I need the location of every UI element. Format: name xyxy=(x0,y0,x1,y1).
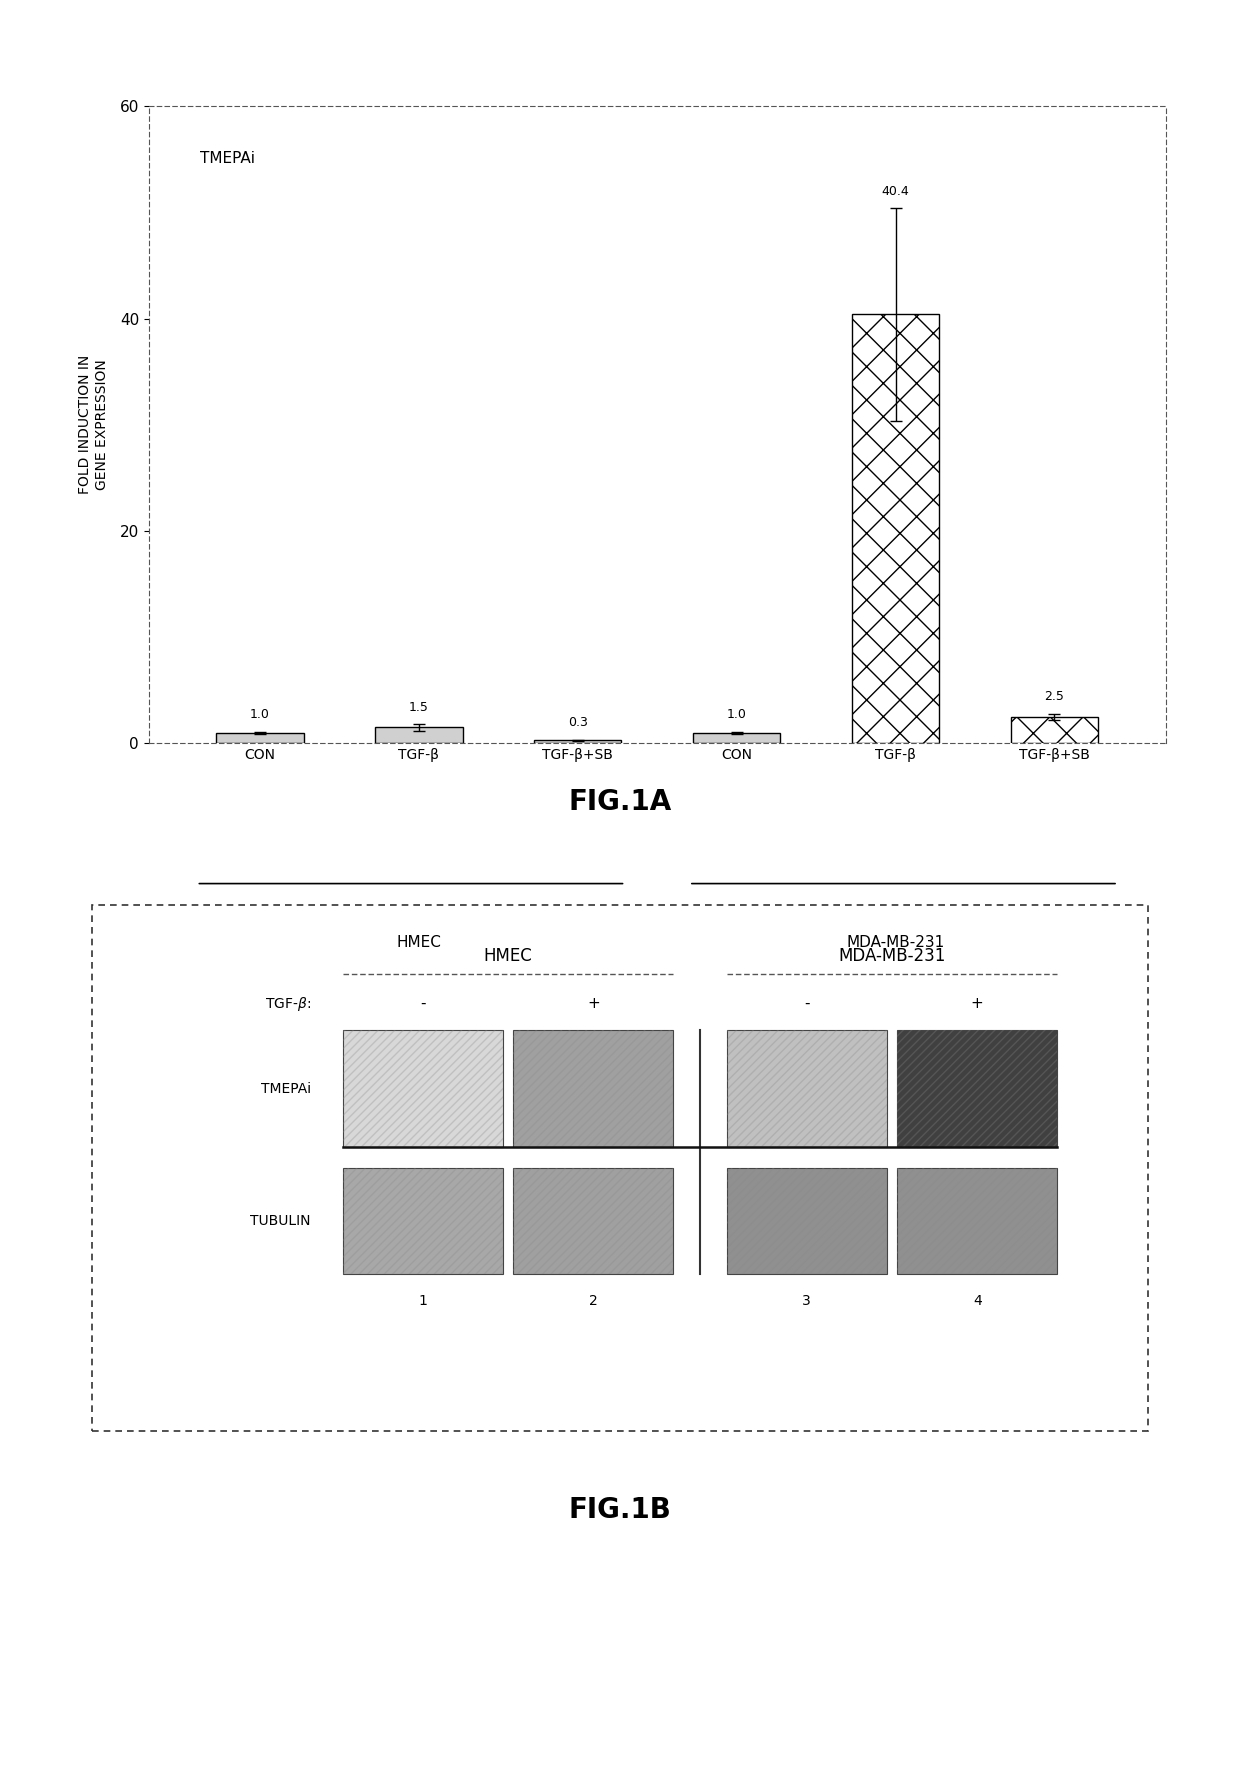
Text: 40.4: 40.4 xyxy=(882,184,909,198)
Bar xyxy=(852,315,939,743)
Text: 1.0: 1.0 xyxy=(727,708,746,720)
Bar xyxy=(898,1168,1058,1274)
Bar xyxy=(342,1168,502,1274)
Text: 3: 3 xyxy=(802,1294,811,1308)
Bar xyxy=(898,1030,1058,1147)
Bar xyxy=(376,727,463,743)
Text: TMEPAi: TMEPAi xyxy=(200,150,254,166)
Bar xyxy=(513,1030,673,1147)
Bar xyxy=(513,1168,673,1274)
Text: 4: 4 xyxy=(973,1294,982,1308)
Bar xyxy=(342,1030,502,1147)
Bar xyxy=(513,1168,673,1274)
Bar xyxy=(513,1030,673,1147)
Bar xyxy=(727,1168,887,1274)
Text: 1.5: 1.5 xyxy=(409,701,429,713)
Text: 2.5: 2.5 xyxy=(1044,690,1064,703)
Text: TUBULIN: TUBULIN xyxy=(250,1214,311,1228)
Text: 1: 1 xyxy=(418,1294,427,1308)
Text: -: - xyxy=(804,997,810,1011)
Bar xyxy=(342,1168,502,1274)
Bar xyxy=(342,1030,502,1147)
Bar xyxy=(693,733,780,743)
Text: +: + xyxy=(971,997,983,1011)
Y-axis label: FOLD INDUCTION IN
GENE EXPRESSION: FOLD INDUCTION IN GENE EXPRESSION xyxy=(78,356,109,494)
Bar xyxy=(727,1030,887,1147)
Bar xyxy=(216,733,304,743)
Bar xyxy=(898,1030,1058,1147)
Text: FIG.1A: FIG.1A xyxy=(568,788,672,816)
Bar xyxy=(898,1168,1058,1274)
Bar xyxy=(1011,717,1099,743)
Bar xyxy=(727,1030,887,1147)
Text: 1.0: 1.0 xyxy=(250,708,270,720)
Text: TMEPAi: TMEPAi xyxy=(260,1081,311,1096)
Text: HMEC: HMEC xyxy=(397,935,441,949)
Text: MDA-MB-231: MDA-MB-231 xyxy=(847,935,945,949)
Text: FIG.1B: FIG.1B xyxy=(569,1496,671,1524)
Bar xyxy=(534,740,621,743)
Text: 2: 2 xyxy=(589,1294,598,1308)
Text: +: + xyxy=(587,997,600,1011)
Text: MDA-MB-231: MDA-MB-231 xyxy=(838,947,946,965)
Text: TGF-$\beta$:: TGF-$\beta$: xyxy=(264,995,311,1012)
Text: -: - xyxy=(420,997,425,1011)
Text: HMEC: HMEC xyxy=(484,947,532,965)
Text: 0.3: 0.3 xyxy=(568,717,588,729)
Bar xyxy=(727,1168,887,1274)
